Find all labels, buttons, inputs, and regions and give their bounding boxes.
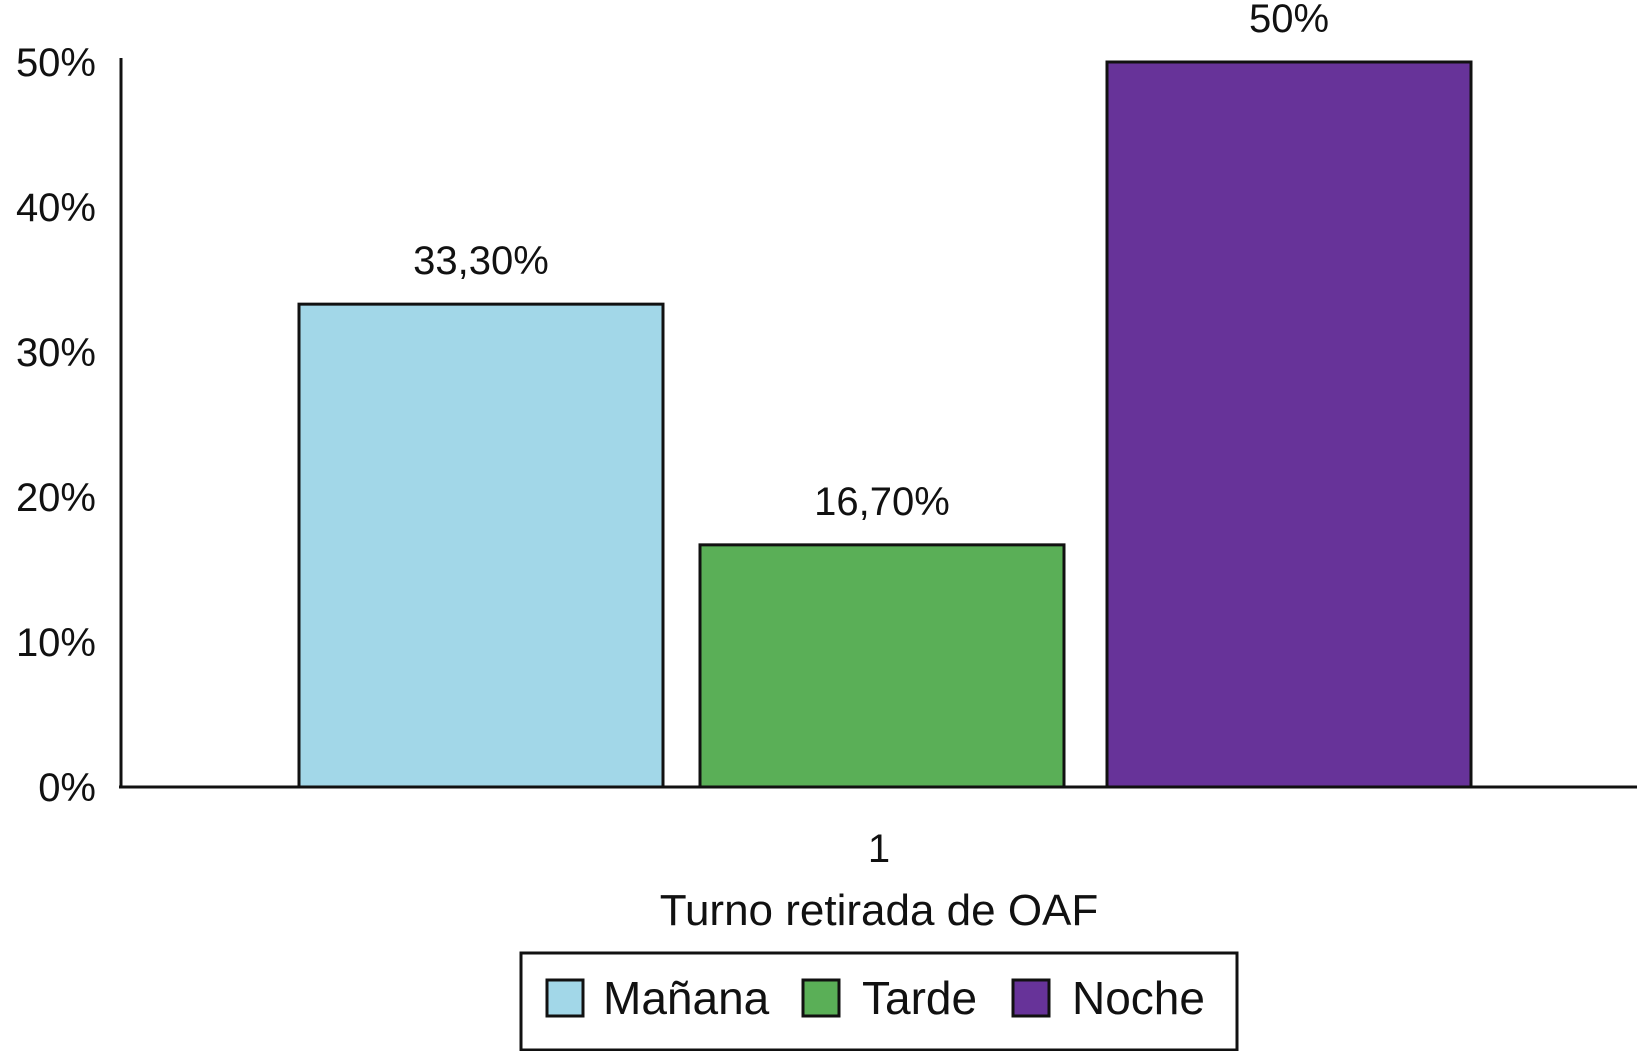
legend-label-manana: Mañana	[603, 972, 770, 1024]
y-tick-label: 50%	[16, 41, 96, 85]
legend-label-noche: Noche	[1072, 972, 1205, 1024]
bar-tarde	[698, 543, 1066, 789]
data-label-manana: 33,30%	[413, 239, 549, 283]
x-axis-title: Turno retirada de OAF	[660, 886, 1099, 935]
y-tick-label: 0%	[38, 766, 96, 810]
data-labels-group: 33,30% 16,70% 50%	[413, 0, 1329, 524]
legend-label-tarde: Tarde	[862, 972, 977, 1024]
legend-frame	[519, 951, 1239, 1051]
legend: Mañana Tarde Noche	[519, 951, 1239, 1051]
data-label-tarde: 16,70%	[814, 480, 950, 524]
x-axis-category-label: 1	[868, 827, 890, 871]
y-tick-label: 30%	[16, 331, 96, 375]
bar-noche	[1105, 60, 1473, 789]
y-tick-label: 10%	[16, 621, 96, 665]
y-tick-label: 40%	[16, 186, 96, 230]
bar-manana	[297, 302, 665, 789]
legend-swatch-manana	[545, 978, 585, 1018]
y-axis-tick-labels: 0% 10% 20% 30% 40% 50%	[16, 41, 96, 810]
data-label-noche: 50%	[1249, 0, 1329, 41]
y-tick-label: 20%	[16, 476, 96, 520]
legend-swatch-noche	[1011, 978, 1051, 1018]
legend-swatch-tarde	[801, 978, 841, 1018]
bars-group	[297, 60, 1473, 789]
